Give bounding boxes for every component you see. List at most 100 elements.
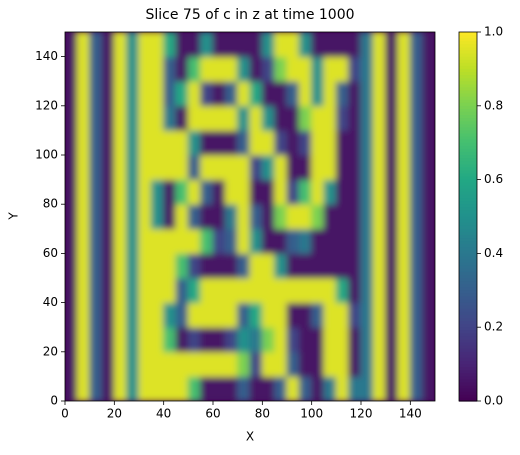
- heatmap-cell: [126, 277, 140, 304]
- heatmap-cell: [150, 228, 165, 254]
- heatmap-cell: [163, 252, 177, 279]
- heatmap-cell: [212, 252, 226, 279]
- colorbar-segment: [459, 225, 477, 230]
- heatmap-cell: [372, 154, 387, 181]
- colorbar-segment: [459, 204, 477, 208]
- heatmap-cell: [237, 351, 251, 377]
- colorbar-segment: [459, 290, 477, 294]
- heatmap-cell: [409, 203, 424, 230]
- heatmap-cell: [274, 351, 288, 377]
- heatmap-cell: [372, 203, 387, 230]
- heatmap-cell: [311, 179, 325, 205]
- colorbar-frame: [458, 31, 478, 402]
- heatmap-cell: [385, 252, 399, 279]
- heatmap-cell: [163, 277, 177, 304]
- colorbar-segment: [459, 382, 477, 387]
- heatmap-cell: [200, 228, 214, 254]
- heatmap-cell: [360, 375, 374, 401]
- heatmap-cell: [76, 32, 91, 58]
- heatmap-cell: [274, 277, 288, 304]
- heatmap-cell: [323, 179, 337, 205]
- colorbar-segment: [459, 213, 477, 218]
- heatmap-cell: [409, 326, 424, 353]
- heatmap-cell: [286, 277, 300, 304]
- colorbar-segment: [459, 170, 477, 175]
- heatmap-cell: [212, 32, 226, 58]
- colorbar-segment: [459, 367, 477, 371]
- colorbar-segment: [459, 93, 477, 98]
- heatmap-cell: [397, 154, 411, 181]
- colorbar-segment: [459, 317, 477, 322]
- heatmap-cell: [360, 179, 374, 205]
- heatmap-cell: [249, 56, 263, 82]
- colorbar-segment: [459, 354, 477, 359]
- heatmap-cell: [65, 326, 78, 353]
- heatmap-cell: [409, 302, 424, 328]
- heatmap-cell: [286, 154, 300, 181]
- colorbar-segment: [459, 308, 477, 313]
- colorbar-segment: [459, 90, 477, 95]
- heatmap-cell: [187, 32, 202, 58]
- heatmap-cell: [286, 326, 300, 353]
- heatmap-cell: [311, 326, 325, 353]
- heatmap-cell: [409, 105, 424, 131]
- heatmap-cell: [323, 277, 337, 304]
- heatmap-cell: [101, 56, 115, 82]
- heatmap-cell: [187, 326, 202, 353]
- heatmap-cell: [212, 179, 226, 205]
- colorbar-segment: [459, 241, 477, 245]
- heatmap-cell: [348, 203, 362, 230]
- heatmap-cell: [298, 129, 313, 156]
- heatmap-cell: [323, 302, 337, 328]
- colorbar-segment: [459, 139, 477, 144]
- heatmap-cell: [261, 302, 276, 328]
- heatmap-cell: [200, 203, 214, 230]
- heatmap-cell: [101, 351, 115, 377]
- heatmap-cell: [65, 375, 78, 401]
- heatmap-cell: [298, 302, 313, 328]
- colorbar-segment: [459, 342, 477, 347]
- colorbar-segment: [459, 238, 477, 242]
- heatmap-cell: [76, 252, 91, 279]
- heatmap-cell: [298, 252, 313, 279]
- heatmap-cell: [274, 375, 288, 401]
- heatmap-cell: [113, 80, 128, 107]
- heatmap-cell: [237, 302, 251, 328]
- heatmap-cell: [212, 154, 226, 181]
- heatmap-cell: [126, 154, 140, 181]
- colorbar-segment: [459, 370, 477, 374]
- heatmap-cell: [323, 56, 337, 82]
- colorbar-segment: [459, 75, 477, 79]
- colorbar: [459, 32, 477, 402]
- heatmap-cell: [187, 105, 202, 131]
- heatmap-cell: [163, 129, 177, 156]
- heatmap-cell: [409, 129, 424, 156]
- heatmap-cell: [237, 80, 251, 107]
- heatmap-cell: [372, 375, 387, 401]
- heatmap-cell: [397, 326, 411, 353]
- heatmap-cell: [163, 105, 177, 131]
- heatmap-cell: [76, 228, 91, 254]
- heatmap-cell: [175, 351, 189, 377]
- colorbar-segment: [459, 271, 477, 276]
- heatmap-cell: [237, 375, 251, 401]
- colorbar-segment: [459, 198, 477, 202]
- heatmap-cell: [163, 302, 177, 328]
- heatmap-cell: [286, 32, 300, 58]
- heatmap-cell: [274, 326, 288, 353]
- x-tick-label: 80: [255, 407, 270, 421]
- colorbar-segment: [459, 201, 477, 205]
- colorbar-segment: [459, 373, 477, 377]
- heatmap-cell: [150, 56, 165, 82]
- heatmap-cell: [274, 228, 288, 254]
- heatmap-cell: [261, 203, 276, 230]
- heatmap-cell: [65, 56, 78, 82]
- heatmap-cell: [360, 228, 374, 254]
- heatmap-cell: [422, 302, 435, 328]
- heatmap-cell: [175, 154, 189, 181]
- heatmap-cell: [65, 351, 78, 377]
- heatmap-cell: [212, 129, 226, 156]
- heatmap-cell: [224, 203, 239, 230]
- heatmap-cell: [311, 375, 325, 401]
